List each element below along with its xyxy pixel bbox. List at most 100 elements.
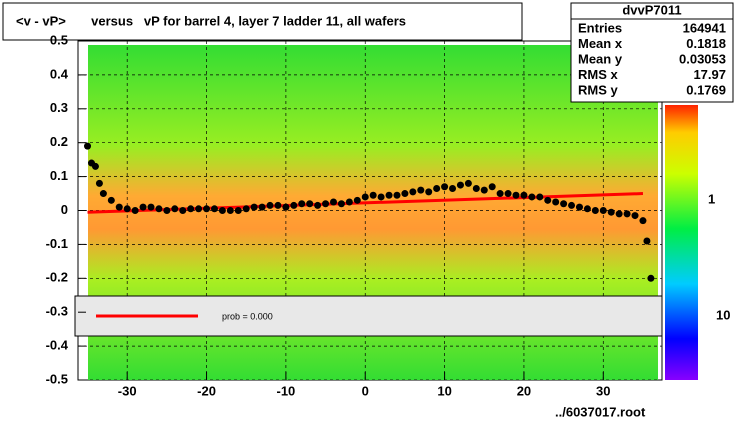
profile-point [84, 142, 92, 150]
y-tick-label: 0.2 [50, 134, 68, 149]
y-tick-label: 0.1 [50, 168, 68, 183]
legend-text: prob = 0.000 [222, 311, 273, 321]
profile-point [536, 193, 544, 201]
x-tick-label: 30 [596, 383, 610, 398]
profile-point [361, 193, 369, 201]
profile-point [441, 183, 449, 191]
stats-title: dvvP7011 [622, 2, 681, 17]
y-tick-label: 0.4 [50, 66, 69, 81]
profile-point [258, 203, 266, 211]
profile-point [496, 190, 504, 198]
stats-value: 17.97 [693, 67, 726, 82]
profile-point [504, 190, 512, 198]
y-tick-label: -0.1 [46, 236, 68, 251]
profile-point [163, 207, 171, 214]
profile-point [91, 162, 99, 170]
profile-point [472, 184, 480, 192]
profile-point [99, 190, 107, 198]
stats-value: 0.1818 [686, 36, 726, 51]
profile-point [131, 207, 139, 214]
footer: ../6037017.root [555, 404, 646, 419]
profile-point [599, 207, 607, 214]
profile-point [480, 186, 488, 194]
x-tick-label: -10 [276, 383, 295, 398]
profile-point [123, 205, 131, 213]
profile-point [226, 207, 234, 214]
profile-point [385, 191, 393, 199]
profile-point [242, 205, 250, 213]
y-tick-label: -0.5 [46, 371, 68, 386]
profile-point [639, 217, 647, 225]
chart-title: <v - vP> versus vP for barrel 4, layer 7… [16, 13, 406, 28]
profile-point [425, 188, 433, 196]
profile-point [115, 203, 123, 211]
x-tick-label: -20 [197, 383, 216, 398]
profile-point [203, 205, 211, 213]
profile-point [409, 188, 417, 196]
title-box [2, 2, 523, 41]
profile-point [139, 203, 147, 211]
profile-point [401, 190, 409, 198]
x-tick-label: 0 [362, 383, 369, 398]
profile-point [544, 196, 552, 204]
profile-point [647, 274, 655, 282]
x-tick-label: 10 [437, 383, 451, 398]
y-tick-label: 0 [61, 202, 68, 217]
profile-point [417, 186, 425, 194]
stats-label: RMS x [578, 67, 619, 82]
y-tick-label: -0.3 [46, 304, 68, 319]
profile-point [393, 191, 401, 199]
profile-point [623, 210, 631, 218]
profile-point [282, 203, 290, 211]
x-tick-label: -30 [118, 383, 137, 398]
stats-value: 0.03053 [679, 51, 726, 66]
profile-point [274, 201, 282, 209]
profile-point [560, 200, 568, 208]
profile-point [456, 181, 464, 189]
profile-point [290, 201, 298, 209]
stats-value: 0.1769 [686, 82, 726, 97]
profile-point [298, 200, 306, 208]
profile-point [345, 198, 353, 206]
profile-point [433, 184, 441, 192]
stats-label: Mean y [578, 51, 623, 66]
color-scale-label: 1 [708, 191, 715, 206]
profile-point [488, 183, 496, 191]
profile-point [449, 184, 457, 192]
profile-point [369, 191, 377, 199]
profile-point [615, 210, 623, 218]
profile-point [107, 196, 115, 204]
profile-point [218, 207, 226, 214]
profile-point [520, 191, 528, 199]
profile-point [353, 196, 361, 204]
profile-point [643, 237, 651, 245]
profile-point [591, 207, 599, 214]
profile-point [322, 200, 330, 208]
stats-label: RMS y [578, 82, 619, 97]
y-tick-label: -0.2 [46, 270, 68, 285]
profile-point [95, 179, 103, 187]
stats-label: Entries [578, 20, 622, 35]
profile-point [568, 201, 576, 209]
profile-point [171, 205, 179, 213]
profile-point [607, 208, 615, 216]
profile-point [583, 205, 591, 213]
profile-point [575, 203, 583, 211]
profile-point [552, 198, 560, 206]
stats-label: Mean x [578, 36, 623, 51]
stats-value: 164941 [683, 20, 726, 35]
profile-point [631, 212, 639, 220]
profile-point [250, 203, 258, 211]
profile-point [512, 191, 520, 199]
y-tick-label: 0.3 [50, 100, 68, 115]
profile-point [187, 205, 195, 213]
profile-point [377, 193, 385, 201]
profile-point [337, 200, 345, 208]
y-tick-label: -0.4 [46, 338, 69, 353]
profile-point [155, 205, 163, 213]
profile-point [266, 201, 274, 209]
profile-point [234, 207, 242, 214]
y-tick-label: 0.5 [50, 32, 68, 47]
profile-point [314, 201, 322, 209]
